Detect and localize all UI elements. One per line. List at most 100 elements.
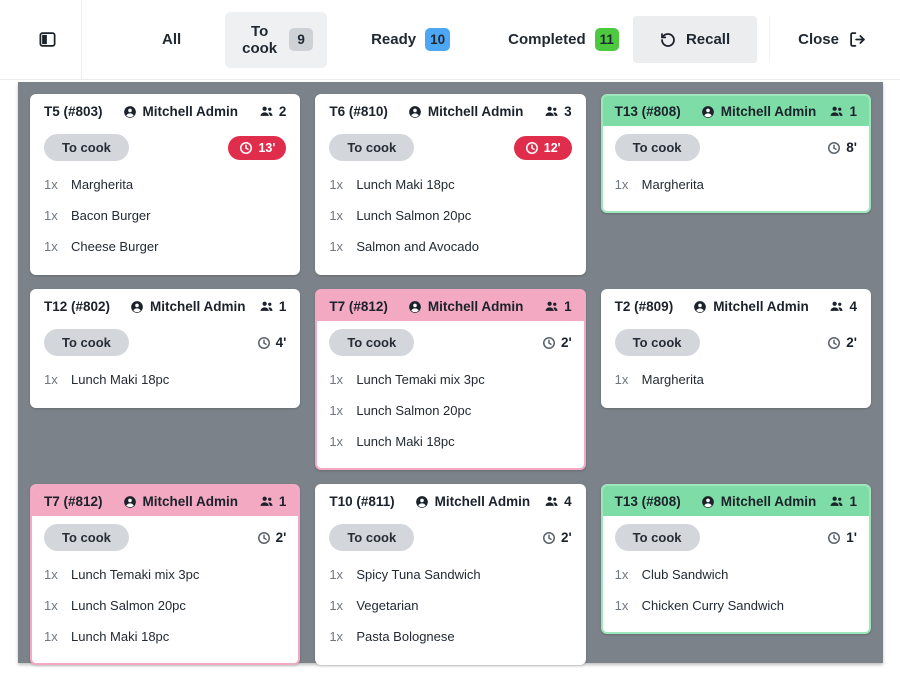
item-name: Bacon Burger <box>71 208 151 223</box>
order-item[interactable]: 1x Lunch Salmon 20pc <box>329 395 571 426</box>
order-card[interactable]: T2 (#809) Mitchell Admin 4 To cook 2' <box>600 289 871 408</box>
tab-all[interactable]: All <box>148 20 195 59</box>
close-button[interactable]: Close <box>769 16 870 63</box>
guest-count: 1 <box>829 494 857 509</box>
item-name: Pasta Bolognese <box>356 629 455 644</box>
server-info: Mitchell Admin <box>415 494 530 509</box>
elapsed-time-value: 8' <box>846 140 857 155</box>
clock-icon <box>827 531 841 545</box>
order-item[interactable]: 1x Margherita <box>615 169 857 200</box>
status-pill: To cook <box>329 134 415 161</box>
clock-icon <box>827 336 841 350</box>
guests-icon <box>544 494 559 509</box>
item-name: Lunch Salmon 20pc <box>356 403 472 418</box>
guest-count: 2 <box>259 104 286 119</box>
order-card[interactable]: T10 (#811) Mitchell Admin 4 To cook 2 <box>315 484 586 665</box>
item-quantity: 1x <box>44 567 58 582</box>
order-item[interactable]: 1x Lunch Salmon 20pc <box>329 200 571 231</box>
order-item[interactable]: 1x Chicken Curry Sandwich <box>615 590 857 621</box>
order-item[interactable]: 1x Margherita <box>44 169 286 200</box>
order-card[interactable]: T6 (#810) Mitchell Admin 3 To cook 12 <box>315 94 586 275</box>
elapsed-time: 8' <box>827 140 857 155</box>
status-pill: To cook <box>329 524 415 551</box>
order-item[interactable]: 1x Club Sandwich <box>615 559 857 590</box>
guest-count-value: 1 <box>564 299 572 314</box>
order-item[interactable]: 1x Pasta Bolognese <box>329 621 571 652</box>
guests-icon <box>259 299 274 314</box>
order-item[interactable]: 1x Lunch Maki 18pc <box>44 621 286 652</box>
order-item[interactable]: 1x Lunch Maki 18pc <box>329 169 571 200</box>
order-items-list: 1x Lunch Temaki mix 3pc 1x Lunch Salmon … <box>32 557 298 663</box>
status-row: To cook 8' <box>603 126 869 167</box>
item-name: Lunch Temaki mix 3pc <box>71 567 200 582</box>
guest-count: 3 <box>544 104 572 119</box>
status-row: To cook 2' <box>317 321 583 362</box>
server-name: Mitchell Admin <box>142 104 239 119</box>
order-item[interactable]: 1x Margherita <box>615 364 857 395</box>
item-name: Lunch Temaki mix 3pc <box>356 372 485 387</box>
order-item[interactable]: 1x Lunch Temaki mix 3pc <box>329 364 571 395</box>
server-name: Mitchell Admin <box>150 299 246 314</box>
item-quantity: 1x <box>44 208 58 223</box>
item-name: Margherita <box>641 372 704 387</box>
sidebar-toggle-button[interactable] <box>38 0 82 79</box>
order-item[interactable]: 1x Lunch Maki 18pc <box>329 426 571 457</box>
user-icon <box>408 300 422 314</box>
table-and-order-number: T7 (#812) <box>329 299 388 314</box>
status-pill: To cook <box>44 524 129 551</box>
user-icon <box>130 300 144 314</box>
recall-undo-icon <box>660 32 676 48</box>
elapsed-time: 2' <box>542 335 572 350</box>
clock-icon <box>525 141 539 155</box>
tab-completed[interactable]: Completed 11 <box>494 17 633 62</box>
order-item[interactable]: 1x Lunch Maki 18pc <box>44 364 286 395</box>
elapsed-time-value: 12' <box>543 140 561 155</box>
item-quantity: 1x <box>329 177 344 192</box>
order-card-header: T6 (#810) Mitchell Admin 3 <box>317 96 584 126</box>
recall-button[interactable]: Recall <box>632 16 758 63</box>
order-item[interactable]: 1x Vegetarian <box>329 590 571 621</box>
order-card[interactable]: T12 (#802) Mitchell Admin 1 To cook 4 <box>30 289 301 408</box>
status-pill: To cook <box>44 134 129 161</box>
order-card[interactable]: T13 (#808) Mitchell Admin 1 To cook 1 <box>600 484 871 634</box>
user-icon <box>123 105 137 119</box>
guest-count-value: 1 <box>278 299 287 314</box>
guest-count: 1 <box>259 494 287 509</box>
guest-count-value: 4 <box>849 299 857 314</box>
table-and-order-number: T13 (#808) <box>614 104 681 119</box>
order-items-list: 1x Club Sandwich 1x Chicken Curry Sandwi… <box>603 557 869 632</box>
order-item[interactable]: 1x Salmon and Avocado <box>329 231 571 262</box>
item-name: Lunch Maki 18pc <box>356 177 455 192</box>
elapsed-time-value: 2' <box>275 530 287 545</box>
user-icon <box>408 105 422 119</box>
tab-count-badge: 9 <box>289 28 314 51</box>
order-card[interactable]: T7 (#812) Mitchell Admin 1 To cook 2' <box>30 484 301 665</box>
order-item[interactable]: 1x Spicy Tuna Sandwich <box>329 559 571 590</box>
order-item[interactable]: 1x Cheese Burger <box>44 231 286 262</box>
clock-icon <box>257 336 271 350</box>
order-card[interactable]: T7 (#812) Mitchell Admin 1 To cook 2' <box>315 289 586 470</box>
item-name: Lunch Maki 18pc <box>356 434 455 449</box>
tab-label: Completed <box>508 31 586 48</box>
guests-icon <box>829 104 844 119</box>
order-card[interactable]: T13 (#808) Mitchell Admin 1 To cook 8 <box>600 94 871 213</box>
elapsed-time: 2' <box>257 530 287 545</box>
order-item[interactable]: 1x Lunch Temaki mix 3pc <box>44 559 286 590</box>
guest-count-value: 1 <box>849 494 857 509</box>
server-name: Mitchell Admin <box>427 299 524 314</box>
server-name: Mitchell Admin <box>142 494 239 509</box>
order-item[interactable]: 1x Lunch Salmon 20pc <box>44 590 286 621</box>
server-info: Mitchell Admin <box>123 494 239 509</box>
elapsed-time-value: 2' <box>560 530 572 545</box>
guest-count-value: 1 <box>278 494 287 509</box>
server-name: Mitchell Admin <box>720 104 817 119</box>
tab-ready[interactable]: Ready 10 <box>357 17 464 62</box>
item-quantity: 1x <box>329 567 344 582</box>
tab-to-cook[interactable]: To cook 9 <box>225 11 328 68</box>
item-name: Lunch Maki 18pc <box>71 629 170 644</box>
clock-icon <box>257 531 271 545</box>
order-item[interactable]: 1x Bacon Burger <box>44 200 286 231</box>
status-row: To cook 2' <box>32 516 298 557</box>
item-name: Lunch Salmon 20pc <box>71 598 186 613</box>
order-card[interactable]: T5 (#803) Mitchell Admin 2 To cook 13 <box>30 94 301 275</box>
